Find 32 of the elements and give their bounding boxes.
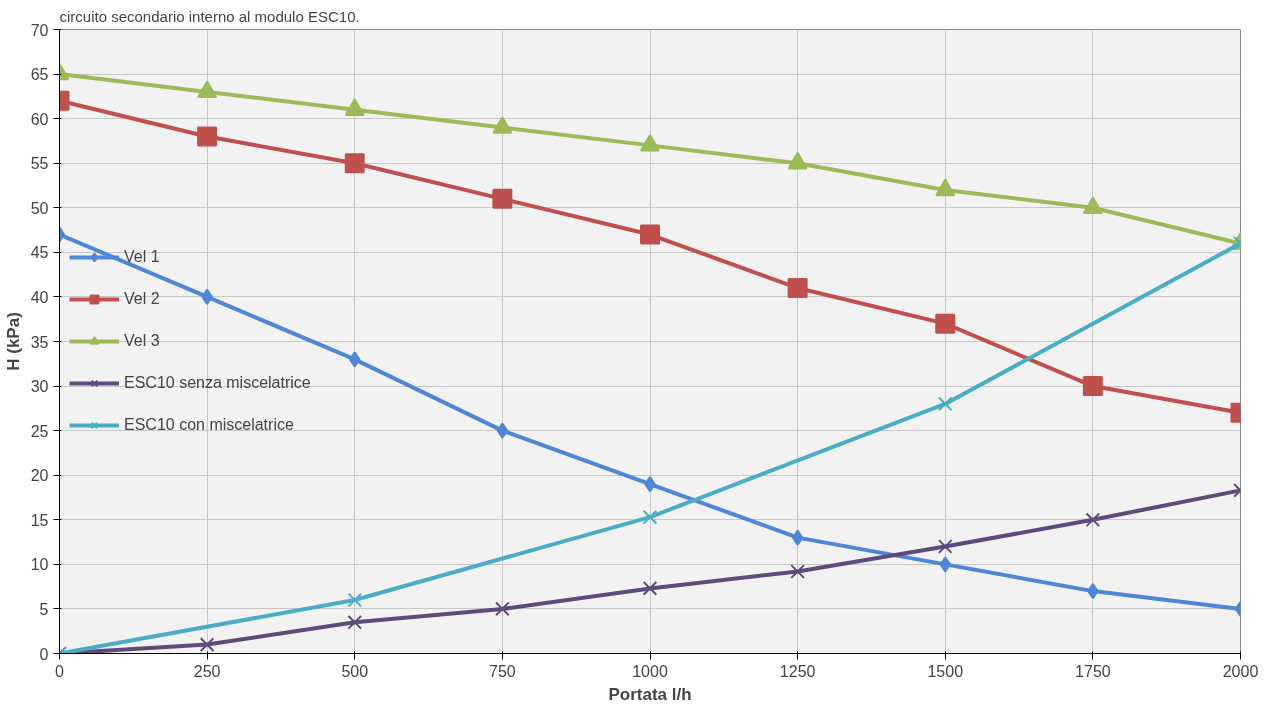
- y-tick-label: 30: [30, 378, 49, 396]
- x-tick-label: 1250: [779, 662, 816, 680]
- y-tick-label: 65: [30, 66, 49, 84]
- x-axis-title: Portata l/h: [608, 684, 692, 704]
- y-tick-label: 70: [30, 21, 49, 39]
- legend-label: ESC10 senza miscelatrice: [124, 374, 311, 392]
- x-tick-label: 250: [193, 662, 221, 680]
- y-axis-title: H (kPa): [3, 312, 23, 371]
- y-tick-label: 25: [30, 422, 49, 440]
- y-tick-label: 20: [30, 467, 49, 485]
- y-tick-label: 40: [30, 288, 49, 306]
- y-tick-label: 50: [30, 199, 49, 217]
- x-tick-label: 750: [489, 662, 516, 680]
- x-tick-label: 0: [55, 662, 65, 680]
- legend-label: Vel 3: [124, 332, 160, 350]
- y-tick-label: 15: [30, 511, 49, 529]
- legend-label: Vel 1: [124, 248, 160, 266]
- y-tick-label: 5: [39, 600, 49, 618]
- y-tick-label: 45: [30, 244, 49, 262]
- x-tick-label: 1750: [1075, 662, 1111, 680]
- legend-label: ESC10 con miscelatrice: [124, 416, 294, 434]
- text: circuito secondario interno al modulo ESC10.: [59, 7, 360, 25]
- x-tick-label: 2000: [1222, 662, 1259, 680]
- y-tick-label: 55: [30, 155, 49, 173]
- x-tick-label: 1500: [927, 662, 964, 680]
- y-tick-label: 60: [30, 110, 49, 128]
- legend-label: Vel 2: [124, 290, 160, 308]
- y-tick-label: 0: [39, 645, 49, 663]
- y-tick-label: 10: [30, 556, 49, 574]
- x-tick-label: 500: [341, 662, 369, 680]
- x-tick-label: 1000: [632, 662, 668, 680]
- y-tick-label: 35: [30, 333, 49, 351]
